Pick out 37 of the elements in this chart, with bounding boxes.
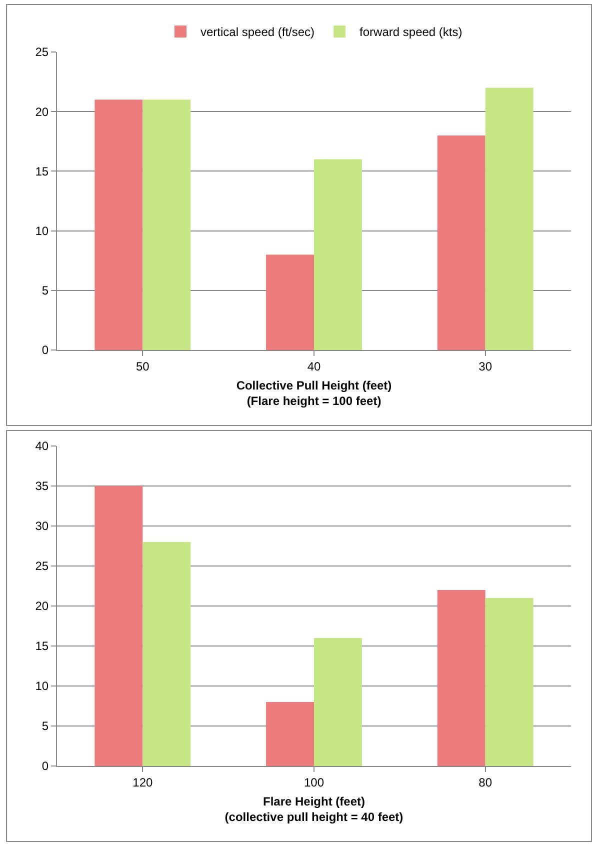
- x-tick-label: 80: [478, 775, 492, 790]
- y-tick-label: 5: [42, 284, 49, 298]
- legend-label: forward speed (kts): [360, 25, 462, 40]
- bar: [314, 638, 362, 766]
- legend-label: vertical speed (ft/sec): [200, 25, 315, 40]
- y-tick-label: 10: [35, 224, 49, 238]
- x-tick-label: 30: [478, 359, 492, 374]
- bar: [94, 486, 143, 766]
- y-tick-label: 30: [35, 519, 49, 534]
- y-tick-label: 20: [35, 599, 49, 614]
- bar: [314, 159, 362, 350]
- y-tick-label: 15: [35, 639, 49, 654]
- y-tick-label: 10: [35, 679, 49, 694]
- bar: [94, 100, 143, 350]
- x-tick-label: 40: [307, 359, 321, 374]
- x-tick-label: 50: [136, 359, 150, 374]
- x-axis-title: Collective Pull Height (feet) (Flare height = 100 feet): [236, 378, 392, 408]
- bar: [485, 88, 534, 350]
- x-tick-label: 120: [132, 775, 153, 790]
- bar: [437, 135, 486, 350]
- bar: [485, 598, 534, 766]
- bar: [266, 702, 314, 766]
- y-tick-label: 0: [42, 343, 49, 358]
- x-axis-title: Flare Height (feet) (collective pull height = 40 feet): [224, 794, 404, 824]
- bar: [437, 590, 486, 766]
- y-tick-label: 25: [35, 559, 49, 574]
- x-tick-label: 100: [304, 775, 324, 790]
- y-tick-label: 25: [35, 45, 49, 60]
- bar: [142, 542, 191, 766]
- y-tick-label: 0: [42, 759, 49, 774]
- y-tick-label: 40: [35, 439, 49, 454]
- bar: [142, 100, 191, 350]
- bar: [266, 254, 314, 350]
- y-tick-label: 15: [35, 164, 49, 178]
- y-tick-label: 5: [42, 719, 49, 734]
- y-tick-label: 20: [35, 104, 49, 119]
- y-tick-label: 35: [35, 479, 49, 494]
